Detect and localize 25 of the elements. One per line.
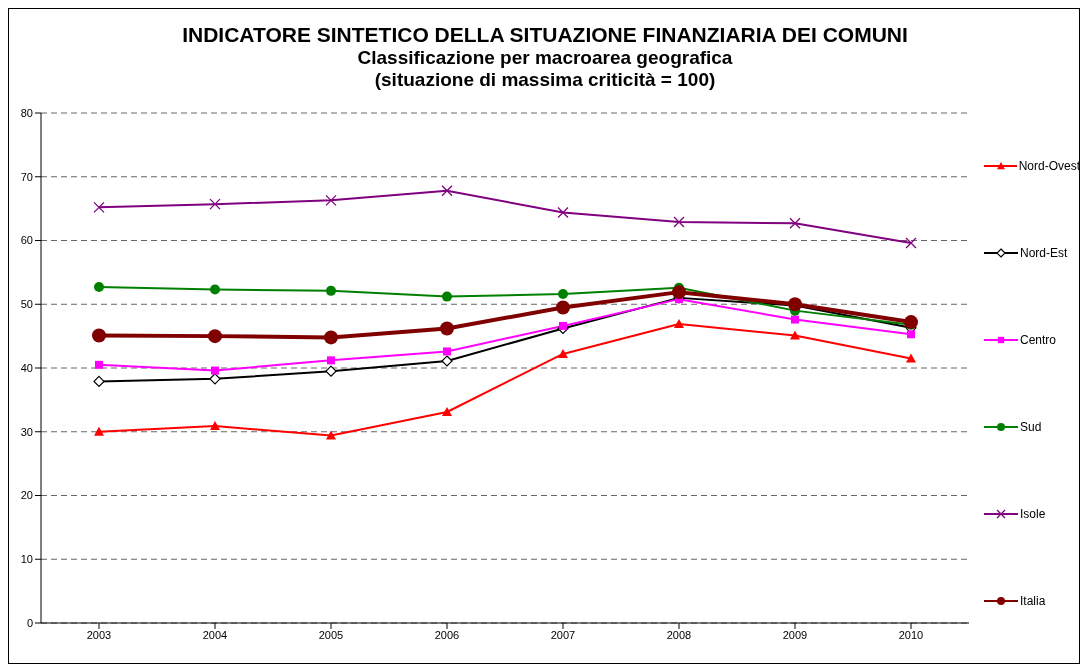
- legend-label: Nord-Est: [1020, 246, 1068, 260]
- y-tick-label: 60: [20, 234, 33, 247]
- y-tick-label: 50: [20, 298, 33, 311]
- y-tick-label: 0: [26, 616, 33, 629]
- x-tick-label: 2004: [202, 628, 228, 641]
- y-tick-label: 70: [20, 170, 33, 183]
- y-tick-label: 30: [20, 425, 33, 438]
- chart-title: INDICATORE SINTETICO DELLA SITUAZIONE FINANZIARIA DEI COMUNI: [181, 23, 909, 47]
- chart-subtitle: Classificazione per macroarea geografica (situazione di massima criticità = 100): [356, 47, 734, 91]
- x-tick-label: 2008: [666, 628, 692, 641]
- y-tick-label: 20: [20, 489, 33, 502]
- x-tick-label: 2007: [550, 628, 576, 641]
- y-tick-label: 10: [20, 553, 33, 566]
- legend-label: Isole: [1020, 507, 1046, 521]
- x-tick-label: 2009: [782, 628, 808, 641]
- legend-label: Nord-Ovest: [1018, 159, 1080, 173]
- y-tick-label: 80: [20, 106, 33, 119]
- x-tick-label: 2003: [86, 628, 112, 641]
- legend-label: Sud: [1020, 420, 1042, 434]
- x-tick-label: 2006: [434, 628, 460, 641]
- y-tick-label: 40: [20, 361, 33, 374]
- legend-label: Italia: [1020, 594, 1046, 608]
- x-tick-label: 2005: [318, 628, 344, 641]
- x-tick-label: 2010: [898, 628, 924, 641]
- legend-label: Centro: [1020, 333, 1057, 347]
